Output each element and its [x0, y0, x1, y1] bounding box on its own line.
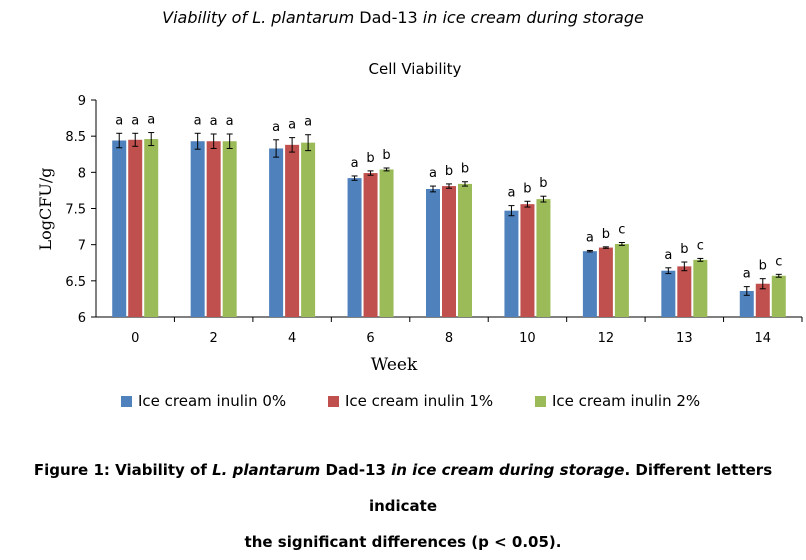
bar — [536, 199, 551, 317]
significance-letter: a — [115, 113, 123, 128]
bar — [504, 210, 519, 317]
y-tick-label: 6.5 — [65, 275, 86, 290]
bar — [661, 270, 676, 317]
significance-letter: b — [382, 148, 390, 163]
bar — [222, 141, 237, 317]
chart-title: Cell Viability — [369, 60, 462, 78]
significance-letter: a — [351, 156, 359, 171]
bar — [771, 275, 786, 317]
legend-label: Ice cream inulin 0% — [138, 392, 286, 410]
significance-letter: a — [429, 166, 437, 181]
title-species: L. plantarum — [252, 8, 355, 27]
bar — [301, 142, 316, 317]
x-tick-label: 0 — [131, 331, 139, 346]
significance-letter: a — [304, 115, 312, 130]
significance-letter: a — [664, 248, 672, 263]
significance-letter: b — [602, 227, 610, 242]
significance-letter: b — [539, 176, 547, 191]
bar — [458, 183, 472, 317]
significance-letter: b — [461, 162, 469, 177]
title-strain: Dad-13 — [354, 8, 423, 27]
bar — [614, 243, 629, 317]
x-tick-label: 10 — [519, 331, 536, 346]
significance-letter: a — [194, 113, 202, 128]
bar — [520, 204, 535, 317]
bar-chart: Cell Viability 6 6.5 7 7.5 8 8.5 9 LogCFU/g Week 0… — [36, 60, 803, 410]
bar — [347, 178, 362, 317]
chart-layer: Cell Viability 6 6.5 7 7.5 8 8.5 9 LogCFU/g Week 0… — [36, 60, 803, 410]
bar — [206, 141, 221, 317]
bar — [598, 247, 613, 317]
x-tick-label: 8 — [445, 331, 453, 346]
bar — [426, 188, 440, 317]
significance-letter: b — [759, 259, 767, 274]
y-tick-label: 8 — [78, 166, 86, 181]
significance-letter: a — [226, 114, 234, 129]
legend-swatch — [535, 396, 546, 407]
x-axis-label: Week — [371, 355, 418, 375]
x-tick-label: 2 — [210, 331, 218, 346]
bar — [582, 251, 597, 317]
figure-title: Viability of L. plantarum Dad-13 in ice … — [0, 8, 806, 27]
figure-caption: Figure 1: Viability of L. plantarum Dad-… — [8, 452, 798, 560]
significance-letter: b — [680, 242, 688, 257]
significance-letter: a — [147, 113, 155, 128]
significance-letter: b — [445, 164, 453, 179]
caption-species: L. plantarum — [212, 461, 321, 479]
bar — [693, 259, 708, 317]
bar — [269, 148, 284, 317]
bar — [755, 283, 770, 317]
y-tick-label: 6 — [78, 311, 86, 326]
legend-label: Ice cream inulin 1% — [345, 392, 493, 410]
significance-letter: c — [697, 238, 704, 253]
caption-label: Figure 1: Viability of — [33, 461, 213, 479]
y-tick-label: 7.5 — [65, 203, 86, 218]
significance-letter: a — [586, 230, 594, 245]
bar — [128, 139, 143, 317]
x-tick-label: 14 — [755, 331, 772, 346]
x-tick-label: 13 — [676, 331, 693, 346]
caption-phrase: in ice cream during storage — [391, 461, 625, 479]
significance-letter: a — [288, 118, 296, 133]
title-suffix: in ice cream during storage — [422, 8, 644, 27]
bar — [363, 173, 378, 317]
caption-strain: Dad-13 — [320, 461, 392, 479]
y-tick-label: 8.5 — [65, 130, 86, 145]
bar — [442, 186, 456, 317]
legend-swatch — [328, 396, 339, 407]
significance-letter: c — [618, 222, 625, 237]
significance-letter: a — [210, 114, 218, 129]
significance-letter: a — [272, 120, 280, 135]
y-tick-label: 7 — [78, 239, 86, 254]
title-prefix: Viability of — [162, 8, 253, 27]
x-tick-label: 6 — [366, 331, 374, 346]
legend-label: Ice cream inulin 2% — [552, 392, 700, 410]
significance-letter: a — [507, 186, 515, 201]
legend-swatch — [121, 396, 132, 407]
bar — [379, 169, 394, 317]
bar — [285, 144, 300, 317]
significance-letter: c — [775, 254, 782, 269]
y-axis-label: LogCFU/g — [36, 168, 55, 251]
significance-letter: a — [743, 267, 751, 282]
significance-letter: a — [131, 113, 139, 128]
bar — [739, 290, 754, 317]
significance-letter: b — [523, 181, 531, 196]
x-tick-label: 12 — [598, 331, 615, 346]
caption-rest-line1: . Different letters indicate — [368, 461, 773, 515]
bar — [144, 139, 159, 317]
x-tick-label: 4 — [288, 331, 296, 346]
significance-letter: b — [366, 151, 374, 166]
bar — [190, 141, 205, 317]
bar — [677, 266, 692, 317]
y-tick-label: 9 — [78, 94, 86, 109]
caption-rest-line2: the significant differences (p < 0.05). — [244, 533, 562, 551]
bar — [112, 140, 127, 317]
